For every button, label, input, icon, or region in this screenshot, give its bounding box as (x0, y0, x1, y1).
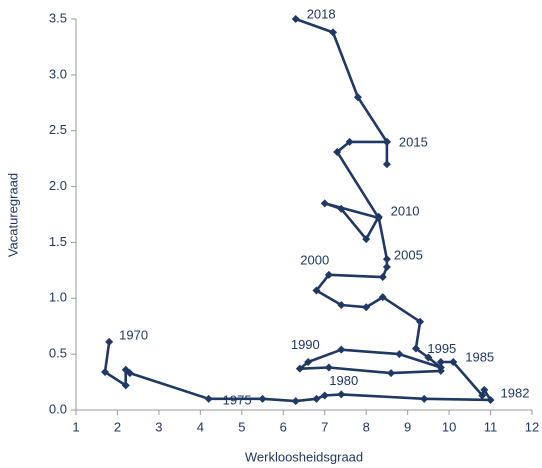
point-marker (125, 369, 134, 378)
point-marker (101, 368, 110, 377)
y-tick-label: 3.0 (49, 66, 67, 81)
point-label: 1975 (223, 392, 252, 407)
point-marker (374, 213, 383, 222)
point-label: 2015 (399, 134, 428, 149)
point-marker (387, 369, 396, 378)
y-tick-label: 2.0 (49, 178, 67, 193)
x-tick-label: 10 (442, 419, 456, 434)
point-marker (382, 255, 391, 264)
point-label: 2005 (394, 248, 423, 263)
x-tick-label: 5 (238, 419, 245, 434)
x-tick-label: 1 (72, 419, 79, 434)
point-marker (295, 364, 304, 373)
point-marker (486, 395, 495, 404)
point-marker (449, 357, 458, 366)
y-tick-label: 3.5 (49, 10, 67, 25)
point-marker (378, 273, 387, 282)
point-marker (353, 93, 362, 102)
y-tick-label: 2.5 (49, 122, 67, 137)
point-marker (382, 263, 391, 272)
point-marker (329, 28, 338, 37)
point-marker (312, 286, 321, 295)
point-marker (105, 337, 114, 346)
x-tick-label: 12 (525, 419, 539, 434)
point-marker (337, 390, 346, 399)
point-label: 2018 (307, 6, 336, 21)
y-tick-label: 1.0 (49, 290, 67, 305)
point-marker (362, 235, 371, 244)
point-marker (416, 317, 425, 326)
point-marker (324, 363, 333, 372)
point-marker (304, 357, 313, 366)
x-tick-label: 6 (280, 419, 287, 434)
point-label: 1985 (465, 349, 494, 364)
point-marker (436, 363, 445, 372)
point-marker (337, 300, 346, 309)
point-marker (320, 199, 329, 208)
point-marker (204, 394, 213, 403)
point-marker (362, 303, 371, 312)
point-marker (382, 137, 391, 146)
x-tick-label: 3 (155, 419, 162, 434)
point-marker (436, 357, 445, 366)
point-marker (420, 394, 429, 403)
x-tick-label: 4 (197, 419, 204, 434)
point-marker (324, 270, 333, 279)
x-tick-label: 7 (321, 419, 328, 434)
y-tick-label: 0.0 (49, 401, 67, 416)
point-marker (291, 397, 300, 406)
point-marker (424, 353, 433, 362)
point-marker (312, 394, 321, 403)
point-marker (258, 394, 267, 403)
x-tick-label: 9 (404, 419, 411, 434)
x-tick-label: 8 (363, 419, 370, 434)
point-marker (320, 391, 329, 400)
x-tick-label: 2 (114, 419, 121, 434)
point-label: 1990 (291, 337, 320, 352)
point-marker (333, 147, 342, 156)
point-label: 2010 (391, 203, 420, 218)
point-marker (345, 137, 354, 146)
point-label: 1970 (119, 327, 148, 342)
point-marker (378, 293, 387, 302)
point-marker (337, 204, 346, 213)
point-marker (395, 350, 404, 359)
y-tick-label: 0.5 (49, 346, 67, 361)
point-marker (337, 345, 346, 354)
point-label: 2000 (300, 252, 329, 267)
point-marker (382, 160, 391, 169)
point-label: 1995 (427, 341, 456, 356)
point-marker (478, 391, 487, 400)
x-axis-title: Werkloosheidsgraad (245, 449, 363, 464)
x-tick-label: 11 (484, 419, 498, 434)
point-label: 1980 (329, 373, 358, 388)
point-marker (121, 381, 130, 390)
point-label: 1982 (501, 385, 530, 400)
y-axis-title: Vacaturegraad (5, 173, 20, 257)
point-marker (291, 15, 300, 23)
point-marker (411, 344, 420, 353)
y-tick-label: 1.5 (49, 234, 67, 249)
